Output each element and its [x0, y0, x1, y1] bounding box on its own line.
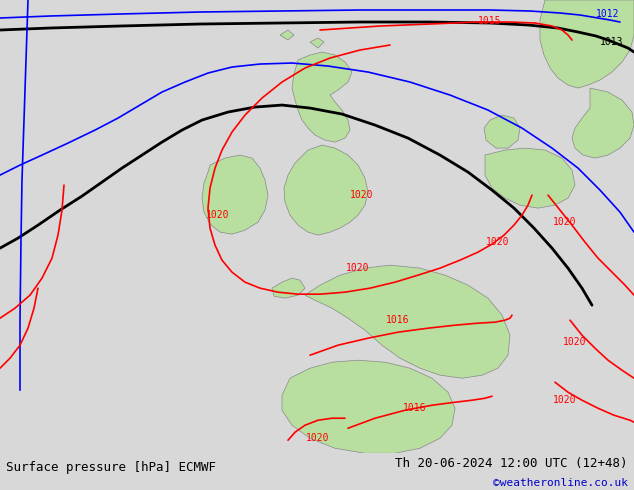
Text: 1020: 1020	[206, 210, 230, 220]
Text: Th 20-06-2024 12:00 UTC (12+48): Th 20-06-2024 12:00 UTC (12+48)	[395, 457, 628, 470]
Polygon shape	[485, 148, 575, 208]
Text: ©weatheronline.co.uk: ©weatheronline.co.uk	[493, 478, 628, 489]
Polygon shape	[310, 38, 324, 48]
Text: 1020: 1020	[486, 237, 510, 247]
Polygon shape	[202, 155, 268, 234]
Text: Surface pressure [hPa] ECMWF: Surface pressure [hPa] ECMWF	[6, 461, 216, 474]
Polygon shape	[572, 88, 634, 158]
Polygon shape	[484, 115, 520, 148]
Text: 1016: 1016	[386, 315, 410, 325]
Text: 1015: 1015	[478, 16, 501, 26]
Text: 1020: 1020	[350, 190, 374, 200]
Polygon shape	[282, 360, 455, 453]
Polygon shape	[540, 0, 634, 88]
Text: 1020: 1020	[553, 217, 577, 227]
Text: 1020: 1020	[563, 337, 586, 347]
Text: 1020: 1020	[306, 433, 330, 443]
Text: 1012: 1012	[596, 9, 620, 19]
Text: 1020: 1020	[346, 263, 370, 273]
Polygon shape	[272, 278, 305, 298]
Polygon shape	[305, 265, 510, 378]
Text: 1020: 1020	[553, 395, 577, 405]
Text: 1013: 1013	[600, 37, 624, 47]
Text: 1016: 1016	[403, 403, 427, 413]
Polygon shape	[284, 145, 368, 235]
Polygon shape	[280, 30, 294, 40]
Polygon shape	[292, 52, 352, 142]
